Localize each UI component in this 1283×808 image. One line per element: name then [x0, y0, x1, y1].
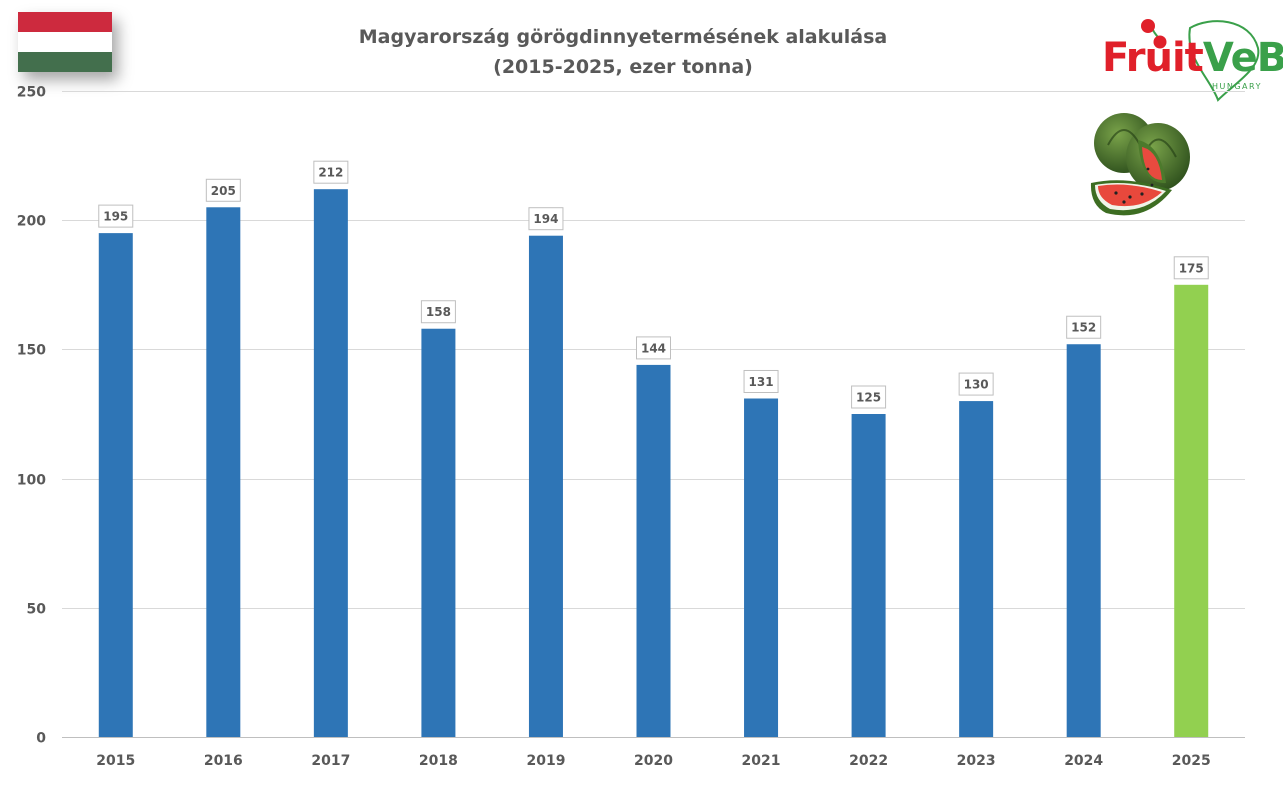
data-label-box: [851, 385, 887, 409]
bar: [206, 207, 241, 737]
bar: [1066, 344, 1101, 737]
x-tick-label: 2016: [204, 753, 243, 769]
data-label: 125: [856, 391, 881, 405]
data-label: 212: [318, 166, 343, 180]
logo-cherry-icon: [1141, 19, 1155, 33]
chart-title-line1: Magyarország görögdinnyetermésének alaku…: [358, 26, 888, 48]
logo-leaf-outline: [1188, 20, 1260, 102]
x-tick-label: 2020: [634, 753, 673, 769]
y-tick-label: 250: [17, 85, 46, 101]
data-label: 205: [211, 184, 236, 198]
bar: [959, 401, 994, 737]
data-label-box: [958, 372, 994, 396]
bar: [313, 189, 348, 737]
data-label-box: [1173, 256, 1209, 280]
bar: [744, 398, 779, 737]
bar: [851, 414, 886, 737]
hungary-flag-icon: [18, 12, 112, 72]
data-label-box: [743, 369, 779, 393]
data-label-box: [205, 178, 241, 202]
data-label: 195: [103, 210, 128, 224]
y-tick-label: 200: [17, 214, 46, 230]
logo-cherry-icon: [1153, 35, 1167, 49]
logo-subtitle: HUNGARY: [1212, 82, 1262, 91]
data-label: 152: [1071, 321, 1096, 335]
data-label: 131: [749, 375, 774, 389]
data-label-box: [636, 336, 671, 360]
bar: [636, 364, 671, 737]
y-tick-label: 150: [17, 343, 46, 359]
data-label-box: [313, 160, 349, 184]
data-label-box: [1066, 315, 1102, 339]
fruitveb-logo: [1141, 19, 1260, 102]
x-tick-label: 2022: [849, 753, 888, 769]
x-tick-label: 2024: [1064, 753, 1103, 769]
bar: [98, 233, 133, 737]
data-label: 130: [964, 378, 989, 392]
x-tick-label: 2019: [526, 753, 565, 769]
logo-wordmark-fruit: Fruit: [1102, 35, 1204, 81]
flag-stripe-red: [18, 12, 112, 32]
logo-wordmark: FruitVeB: [1102, 36, 1283, 80]
x-tick-label: 2025: [1172, 753, 1211, 769]
x-tick-label: 2018: [419, 753, 458, 769]
data-label-box: [528, 207, 564, 231]
bar: [1174, 284, 1209, 737]
data-label: 175: [1179, 261, 1204, 275]
bar: [421, 328, 456, 737]
y-tick-label: 50: [27, 602, 47, 618]
data-label: 144: [641, 341, 666, 355]
y-tick-label: 0: [36, 731, 46, 747]
logo-wordmark-veb: VeB: [1202, 35, 1283, 81]
watermelon-image: [1090, 113, 1190, 216]
x-tick-label: 2017: [311, 753, 350, 769]
bar: [528, 235, 563, 738]
chart-subtitle: (2015-2025, ezer tonna): [493, 56, 753, 78]
x-tick-label: 2021: [742, 753, 781, 769]
data-label-box: [98, 204, 134, 228]
data-label: 158: [426, 305, 451, 319]
flag-stripe-green: [18, 52, 112, 72]
y-tick-label: 100: [17, 473, 46, 489]
flag-stripe-white: [18, 32, 112, 52]
data-label: 194: [533, 212, 558, 226]
data-label-box: [420, 300, 456, 324]
x-tick-label: 2023: [957, 753, 996, 769]
chart-title: Magyarország görögdinnyetermésének alaku…: [0, 22, 1246, 82]
x-tick-label: 2015: [96, 753, 135, 769]
